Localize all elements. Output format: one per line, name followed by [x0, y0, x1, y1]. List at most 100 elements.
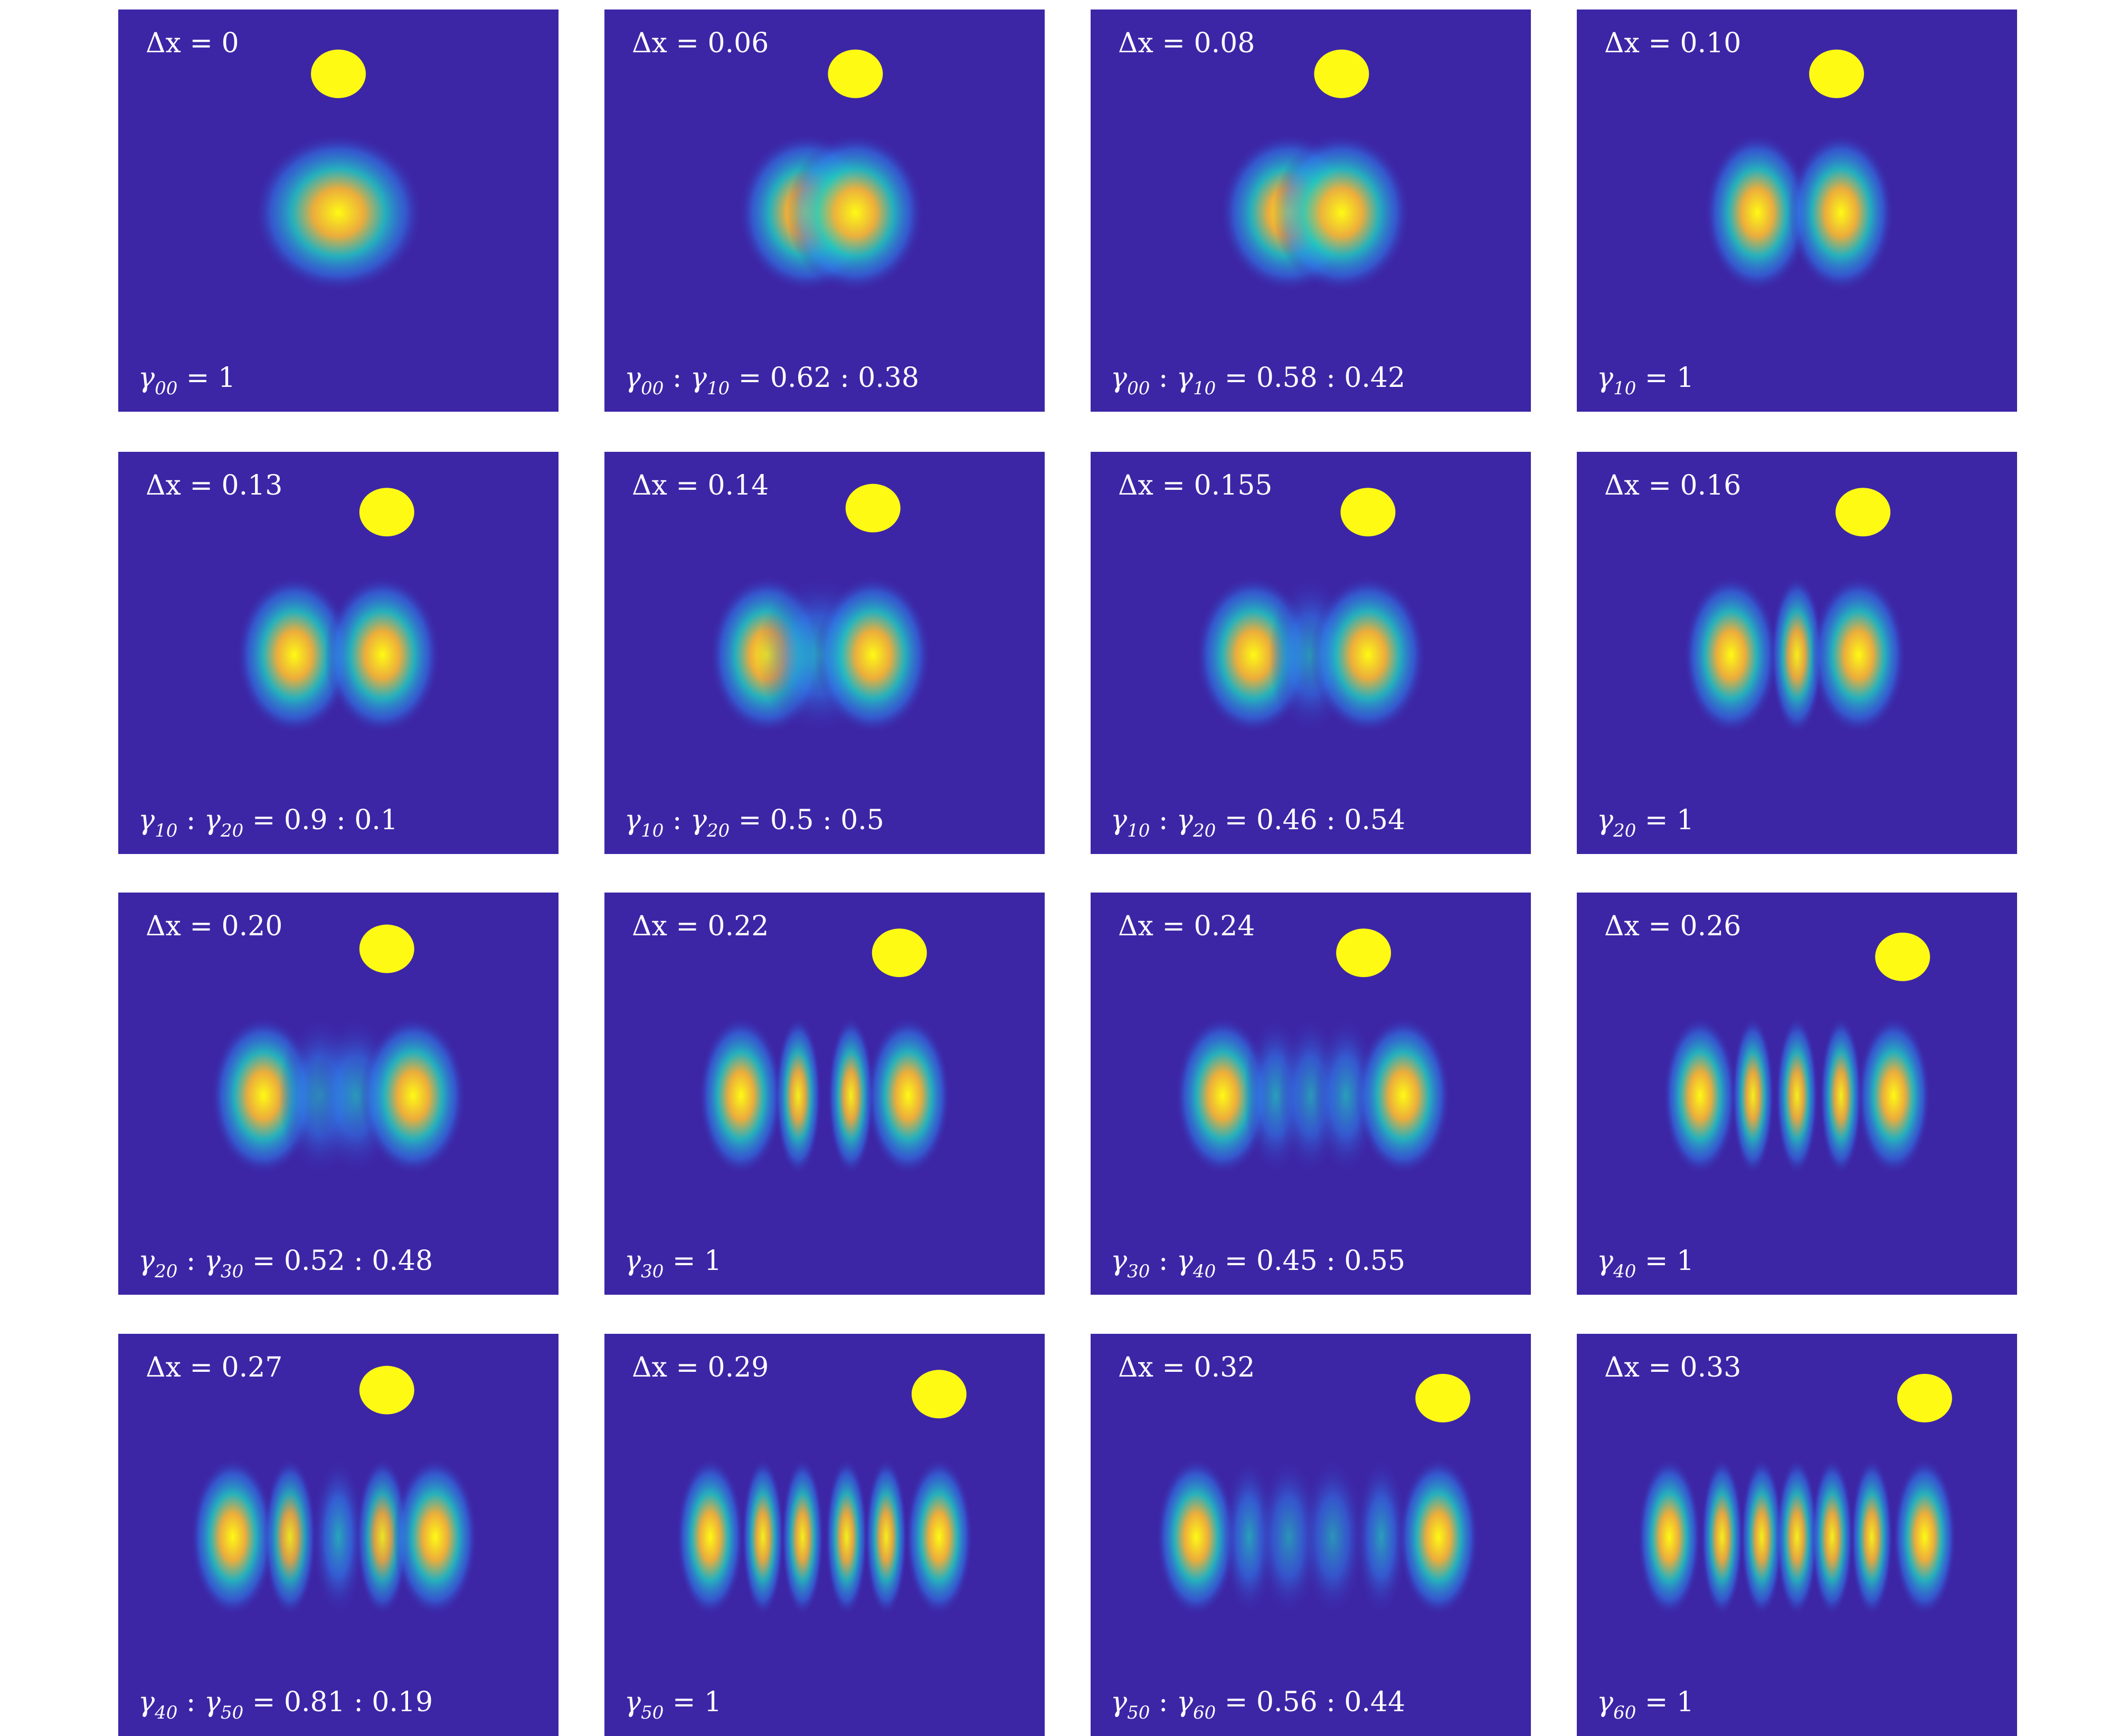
marker-dot: [1336, 928, 1392, 978]
gamma-ratio-label: γ30 = 1: [624, 1245, 722, 1282]
density-plot: [1638, 1373, 1956, 1616]
density-lobe: [1776, 1457, 1818, 1616]
delta-x-label: Δx = 0.24: [1118, 910, 1255, 942]
density-plot: [190, 1365, 478, 1616]
density-panel: Δx = 0.26 γ40 = 1: [1577, 893, 2017, 1295]
density-plot: [676, 1370, 973, 1616]
marker-dot: [1415, 1373, 1471, 1422]
density-lobe: [360, 1016, 466, 1175]
density-lobe: [1788, 133, 1894, 292]
density-plot: [1175, 928, 1451, 1175]
density-lobe: [1257, 1457, 1321, 1616]
density-lobe: [393, 1457, 478, 1616]
density-lobe: [1811, 1457, 1853, 1616]
density-panel: Δx = 0.33 γ60 = 1: [1577, 1334, 2017, 1736]
density-lobe: [1683, 575, 1778, 734]
density-panel: Δx = 0.10 γ10 = 1: [1577, 10, 2017, 412]
density-lobe: [825, 1457, 868, 1616]
density-panel: Δx = 0.29 γ50 = 1: [604, 1334, 1045, 1736]
delta-x-label: Δx = 0.27: [146, 1352, 283, 1383]
density-panel: Δx = 0.27 γ40 : γ50 = 0.81 : 0.19: [118, 1334, 559, 1736]
density-plot: [1663, 932, 1931, 1175]
density-lobe: [742, 1457, 784, 1616]
density-plot: [1156, 1373, 1479, 1616]
gamma-ratio-label: γ00 : γ10 = 0.58 : 0.42: [1111, 362, 1406, 399]
density-lobe: [1301, 1457, 1365, 1616]
density-lobe: [1175, 1016, 1271, 1175]
density-panel: Δx = 0.16 γ20 = 1: [1577, 452, 2017, 854]
density-lobe: [356, 1457, 409, 1616]
delta-x-label: Δx = 0.26: [1604, 910, 1742, 942]
density-plot: [236, 488, 441, 734]
density-lobe: [698, 1016, 783, 1175]
density-panel: Δx = 0 γ00 = 1: [118, 10, 559, 412]
density-panel: Δx = 0.32 γ50 : γ60 = 0.56 : 0.44: [1091, 1334, 1531, 1736]
density-plot: [1683, 488, 1906, 734]
density-plot: [211, 924, 466, 1175]
density-lobe: [815, 575, 931, 734]
density-panel: Δx = 0.08 γ00 : γ10 = 0.58 : 0.42: [1091, 10, 1531, 412]
density-plot: [1195, 488, 1426, 734]
gamma-ratio-label: γ00 : γ10 = 0.62 : 0.38: [624, 362, 920, 399]
marker-dot: [1897, 1373, 1952, 1422]
density-lobe: [781, 1457, 824, 1616]
density-panel: Δx = 0.155 γ10 : γ20 = 0.46 : 0.54: [1091, 452, 1531, 854]
density-lobe: [1770, 575, 1824, 734]
density-lobe: [253, 133, 423, 292]
marker-dot: [1809, 49, 1865, 98]
density-lobe: [1731, 1016, 1774, 1175]
density-plot: [1220, 49, 1411, 292]
density-lobe: [1273, 133, 1411, 292]
marker-dot: [359, 488, 414, 537]
delta-x-label: Δx = 0.14: [632, 470, 769, 501]
density-lobe: [1314, 1016, 1378, 1175]
density-lobe: [1638, 1457, 1701, 1616]
density-lobe: [865, 1457, 907, 1616]
gamma-ratio-label: γ00 = 1: [138, 362, 236, 399]
gamma-ratio-label: γ50 : γ60 = 0.56 : 0.44: [1111, 1686, 1406, 1723]
density-plot: [738, 49, 924, 292]
density-lobe: [1775, 1016, 1819, 1175]
density-lobe: [1663, 1016, 1737, 1175]
gamma-ratio-label: γ40 : γ50 = 0.81 : 0.19: [138, 1686, 433, 1723]
gamma-ratio-label: γ50 = 1: [624, 1686, 722, 1723]
gamma-ratio-label: γ10 : γ20 = 0.5 : 0.5: [624, 804, 884, 841]
density-panel: Δx = 0.06 γ00 : γ10 = 0.62 : 0.38: [604, 10, 1045, 412]
delta-x-label: Δx = 0.32: [1118, 1352, 1255, 1383]
marker-dot: [359, 924, 414, 973]
delta-x-label: Δx = 0.10: [1604, 27, 1742, 59]
gamma-ratio-label: γ30 : γ40 = 0.45 : 0.55: [1111, 1245, 1406, 1282]
density-lobe: [774, 1016, 821, 1175]
density-panel: Δx = 0.24 γ30 : γ40 = 0.45 : 0.55: [1091, 893, 1531, 1295]
density-lobe: [1740, 1457, 1783, 1616]
marker-dot: [828, 49, 883, 98]
density-lobe: [1850, 1457, 1893, 1616]
delta-x-label: Δx = 0.13: [146, 470, 283, 501]
density-lobe: [905, 1457, 973, 1616]
density-lobe: [1355, 1457, 1408, 1616]
marker-dot: [1314, 49, 1369, 98]
gamma-ratio-label: γ20 = 1: [1597, 804, 1695, 841]
density-lobe: [1811, 575, 1906, 734]
density-lobe: [787, 133, 924, 292]
gamma-ratio-label: γ20 : γ30 = 0.52 : 0.48: [138, 1245, 433, 1282]
gamma-ratio-label: γ10 : γ20 = 0.9 : 0.1: [138, 804, 398, 841]
density-panel: Δx = 0.13 γ10 : γ20 = 0.9 : 0.1: [118, 452, 559, 854]
density-plot: [1704, 49, 1894, 292]
density-lobe: [1310, 575, 1426, 734]
density-plot: [253, 49, 423, 292]
delta-x-label: Δx = 0: [146, 27, 239, 59]
density-panel: Δx = 0.20 γ20 : γ30 = 0.52 : 0.48: [118, 893, 559, 1295]
marker-dot: [311, 49, 366, 98]
gamma-ratio-label: γ40 = 1: [1597, 1245, 1695, 1282]
gamma-ratio-label: γ10 = 1: [1597, 362, 1695, 399]
delta-x-label: Δx = 0.22: [632, 910, 769, 942]
marker-dot: [911, 1370, 967, 1419]
marker-dot: [1835, 488, 1891, 537]
density-lobe: [1398, 1457, 1479, 1616]
marker-dot: [872, 928, 927, 978]
delta-x-label: Δx = 0.06: [632, 27, 769, 59]
delta-x-label: Δx = 0.33: [1604, 1352, 1742, 1383]
delta-x-label: Δx = 0.16: [1604, 470, 1742, 501]
